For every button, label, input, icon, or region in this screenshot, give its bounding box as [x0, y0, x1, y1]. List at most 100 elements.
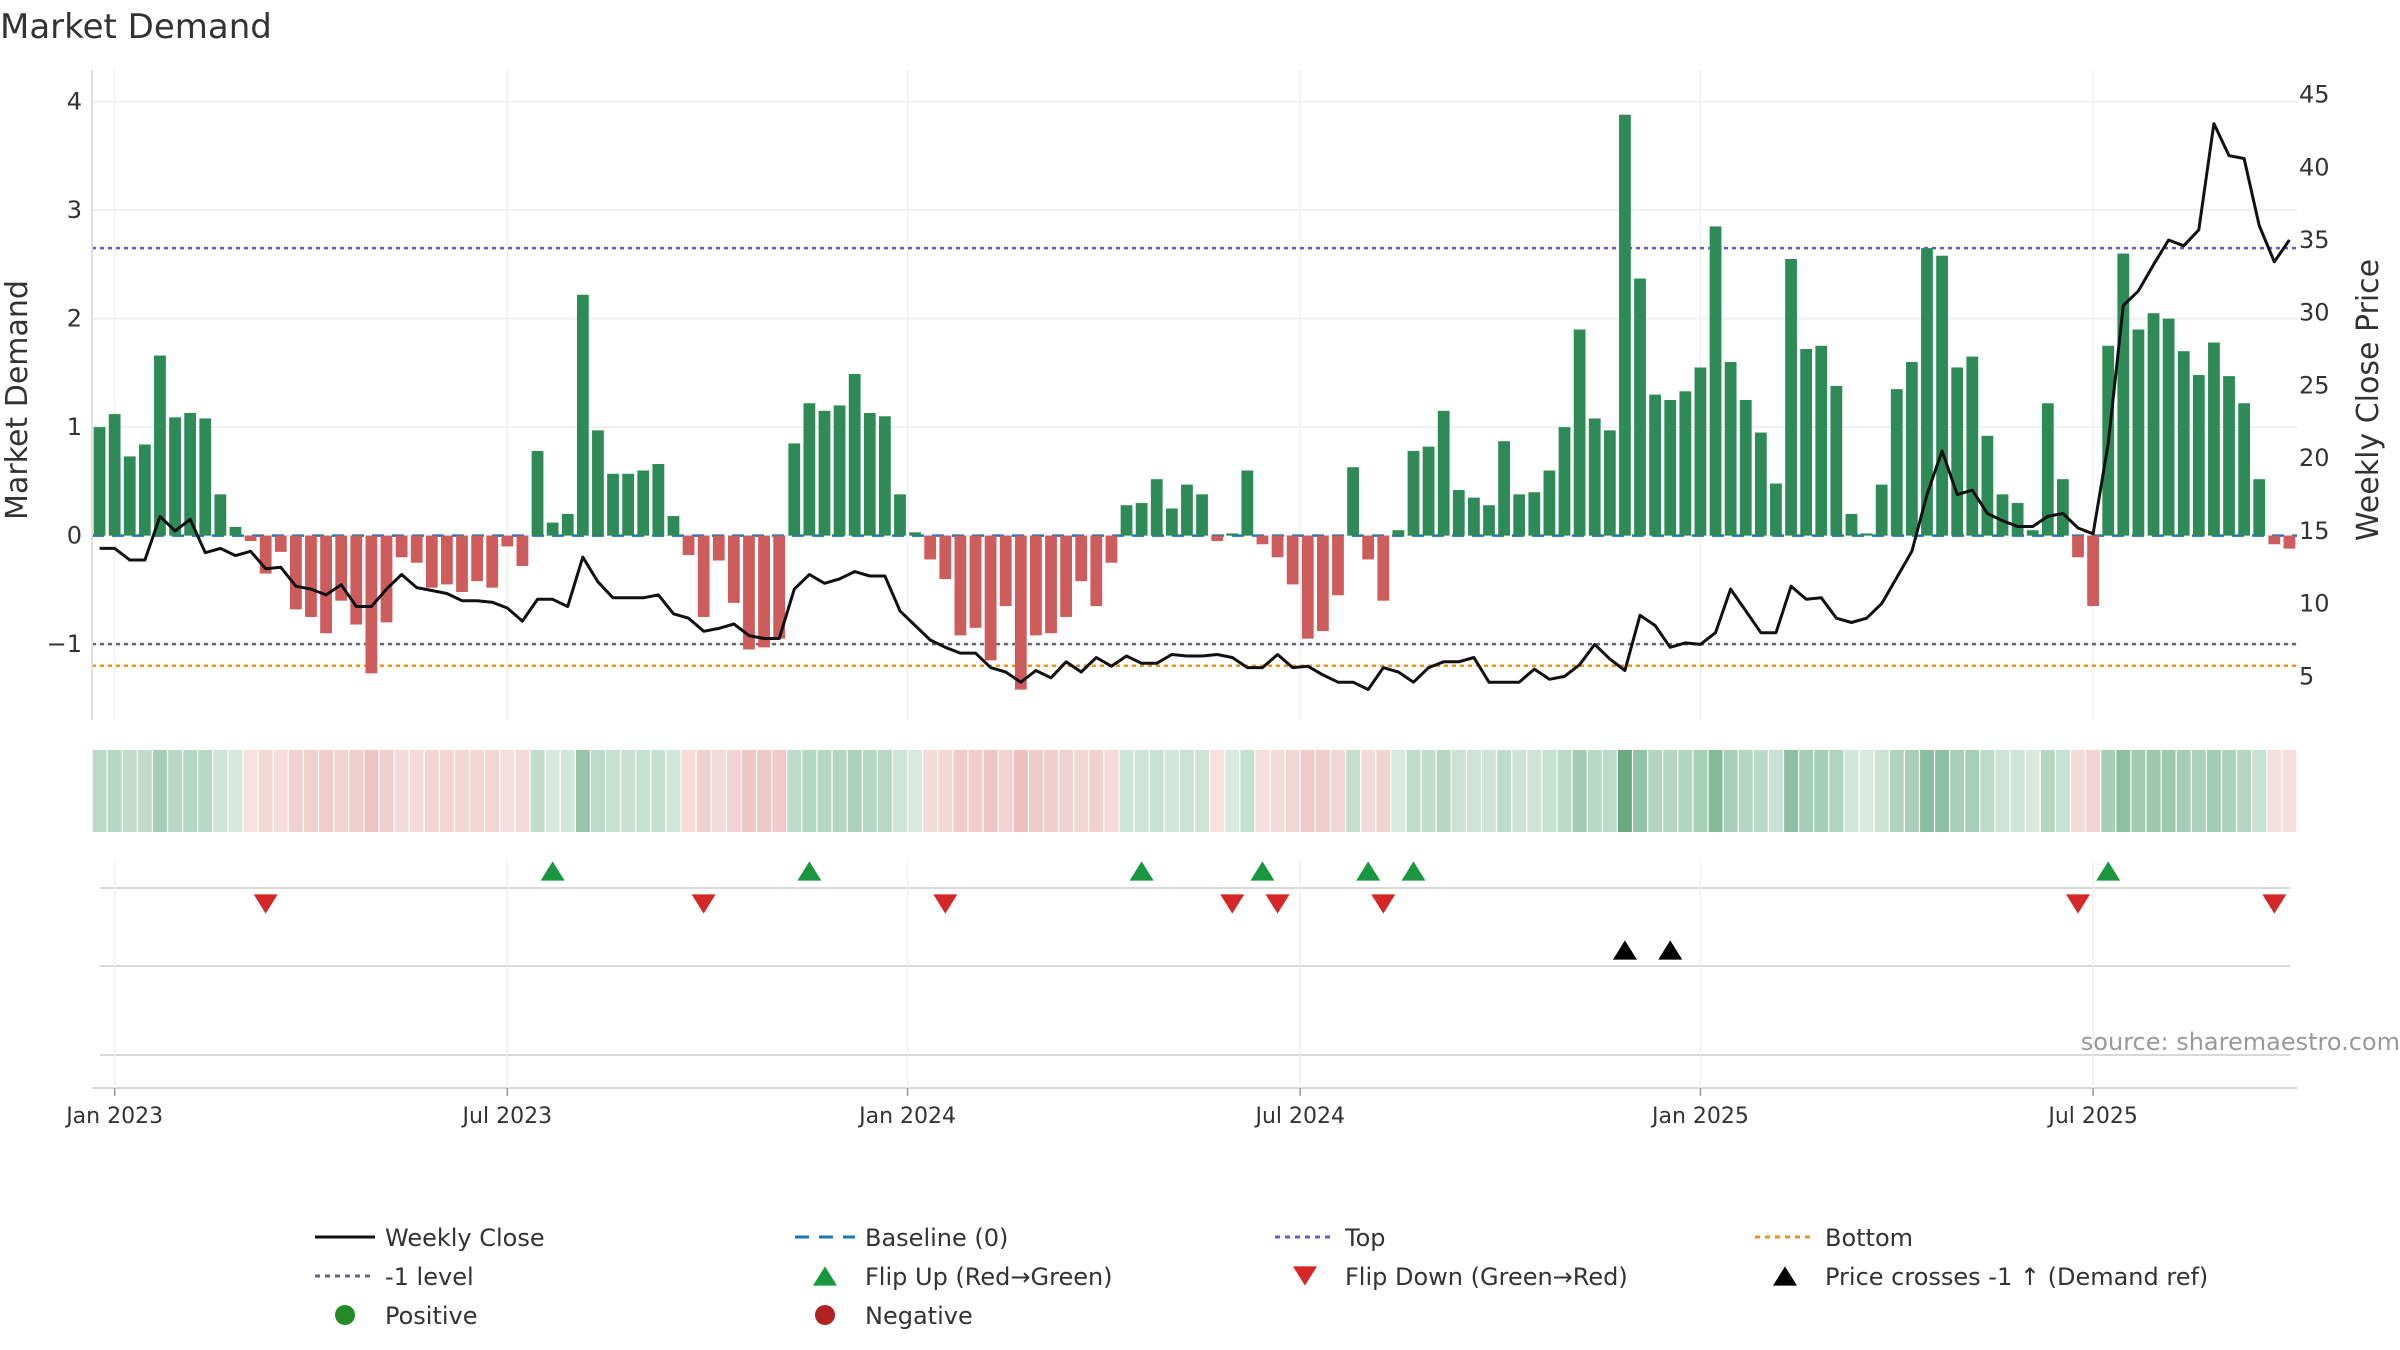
right-tick-label: 30	[2299, 299, 2330, 327]
demand-bars	[93, 114, 2296, 690]
demand-bar-positive	[1739, 400, 1752, 536]
strip-cell-positive	[153, 750, 167, 832]
strip-cell-negative	[1013, 750, 1028, 832]
demand-bar-positive	[894, 494, 906, 536]
demand-bar-positive	[2041, 403, 2054, 536]
strip-cell-positive	[1617, 750, 1632, 832]
strip-cell-negative	[288, 750, 303, 832]
strip-cell-positive	[1391, 750, 1406, 832]
demand-bar-positive	[1785, 258, 1797, 536]
demand-bar-negative	[1256, 535, 1269, 545]
demand-bar-positive	[2238, 403, 2251, 536]
flip-up-marker	[1129, 861, 1154, 881]
legend-label: Price crosses -1 ↑ (Demand ref)	[1825, 1263, 2208, 1291]
demand-bar-positive	[1452, 490, 1465, 536]
demand-bar-positive	[1619, 114, 1631, 536]
demand-bar-positive	[1241, 470, 1254, 536]
strip-cell-positive	[2161, 750, 2176, 832]
demand-bar-positive	[1634, 278, 1646, 536]
demand-bar-positive	[818, 410, 831, 536]
demand-bar-negative	[395, 535, 408, 558]
strip-cell-negative	[1270, 750, 1285, 832]
strip-cell-positive	[2055, 750, 2070, 832]
demand-bar-positive	[1649, 394, 1662, 536]
demand-bar-positive	[2223, 376, 2235, 536]
demand-heat-strip	[92, 750, 2297, 832]
right-tick-label: 5	[2299, 662, 2314, 690]
strip-cell-positive	[1829, 750, 1844, 832]
strip-cell-positive	[636, 750, 651, 832]
flip-down-marker	[691, 894, 716, 914]
demand-bar-positive	[1543, 470, 1556, 536]
demand-bar-positive	[229, 526, 242, 536]
demand-bar-positive	[1694, 367, 1707, 536]
flip-up-marker	[1250, 861, 1275, 881]
strip-cell-positive	[847, 750, 862, 832]
chart-title: Market Demand	[0, 7, 272, 47]
strip-cell-negative	[923, 750, 938, 832]
strip-cell-positive	[862, 750, 877, 832]
strip-cell-negative	[968, 750, 983, 832]
strip-cell-positive	[530, 750, 545, 832]
left-tick-label: 1	[67, 413, 82, 441]
demand-bar-positive	[1558, 427, 1571, 536]
demand-bar-negative	[289, 535, 302, 610]
strip-cell-positive	[787, 750, 802, 832]
strip-cell-negative	[500, 750, 515, 832]
strip-cell-negative	[319, 750, 334, 832]
strip-cell-positive	[606, 750, 620, 832]
strip-cell-positive	[2237, 750, 2252, 832]
strip-cell-positive	[545, 750, 560, 832]
demand-bar-positive	[1150, 479, 1163, 536]
demand-bar-positive	[1996, 494, 2009, 536]
strip-cell-negative	[1104, 750, 1119, 832]
strip-cell-positive	[1844, 750, 1859, 832]
demand-bar-positive	[1815, 345, 1828, 536]
legend-symbol	[1773, 1266, 1797, 1286]
demand-bar-negative	[939, 535, 952, 579]
strip-cell-positive	[107, 750, 122, 832]
strip-cell-positive	[1648, 750, 1663, 832]
strip-cell-negative	[757, 750, 772, 832]
x-tick-label: Jul 2025	[2046, 1104, 2138, 1129]
strip-cell-positive	[2176, 750, 2191, 832]
demand-bar-positive	[2011, 503, 2024, 536]
flip-up-marker	[797, 861, 822, 881]
demand-bar-negative	[1105, 535, 1118, 563]
strip-cell-positive	[198, 750, 213, 832]
demand-bar-negative	[335, 535, 348, 601]
demand-bar-positive	[1951, 367, 1964, 536]
demand-bar-positive	[848, 373, 861, 536]
flip-down-marker	[2262, 894, 2287, 914]
right-tick-label: 15	[2299, 517, 2330, 545]
legend-label: Flip Down (Green→Red)	[1345, 1263, 1628, 1291]
demand-bar-negative	[274, 535, 287, 552]
strip-cell-negative	[379, 750, 394, 832]
demand-bar-positive	[1573, 329, 1586, 536]
demand-bar-positive	[1437, 410, 1450, 536]
strip-cell-positive	[877, 750, 892, 832]
weekly-close-series	[99, 122, 2291, 691]
strip-cell-positive	[1920, 750, 1934, 832]
strip-cell-positive	[1119, 750, 1134, 832]
weekly-close-line	[99, 122, 2291, 691]
demand-bar-negative	[259, 535, 272, 574]
cross-up-marker	[1612, 940, 1637, 960]
strip-cell-positive	[1965, 750, 1980, 832]
strip-cell-negative	[953, 750, 968, 832]
strip-cell-negative	[938, 750, 953, 832]
strip-cell-positive	[1935, 750, 1950, 832]
flip-up-marker	[2096, 861, 2121, 881]
demand-bar-negative	[1060, 535, 1073, 617]
demand-bar-negative	[516, 535, 529, 566]
strip-cell-negative	[424, 750, 439, 832]
demand-bar-positive	[1483, 505, 1495, 536]
strip-cell-positive	[1134, 750, 1149, 832]
demand-bar-positive	[1181, 484, 1193, 536]
demand-bar-positive	[108, 414, 121, 536]
demand-bar-negative	[1362, 535, 1375, 560]
strip-cell-positive	[2040, 750, 2055, 832]
strip-cell-negative	[1300, 750, 1315, 832]
legend-label: Negative	[865, 1302, 973, 1330]
legend: Weekly Close Baseline (0) Top Bottom -1 leve…	[315, 1224, 2208, 1330]
